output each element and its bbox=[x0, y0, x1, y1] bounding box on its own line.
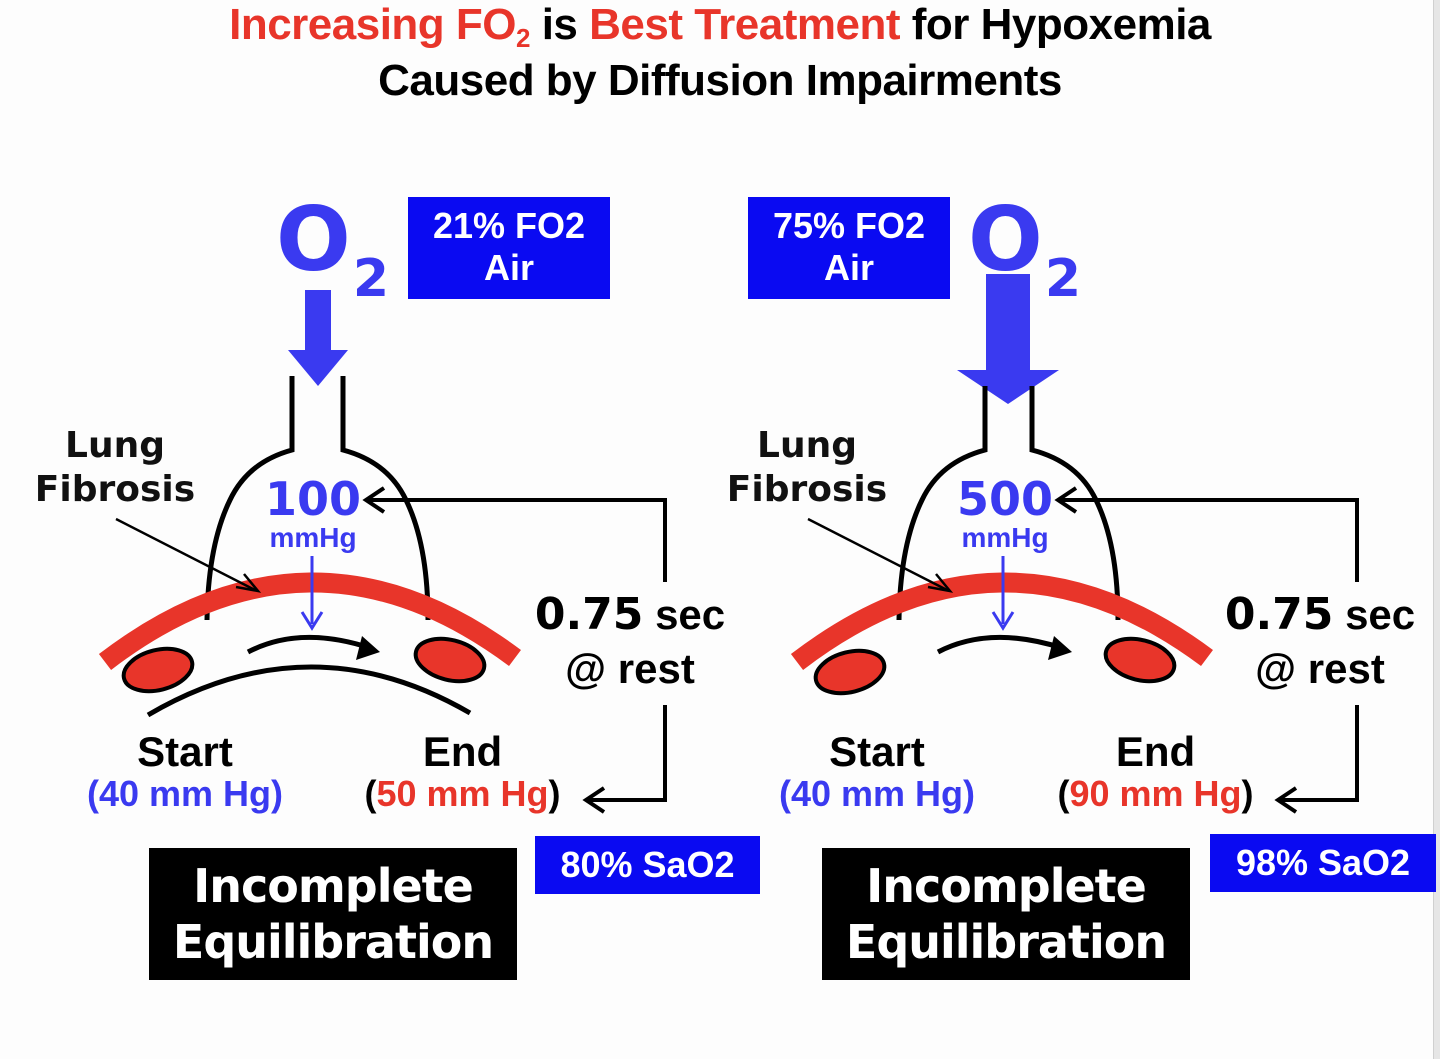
o2-arrow-icon-right bbox=[957, 274, 1059, 404]
transit-time-right: 0.75 sec @ rest bbox=[1224, 589, 1416, 692]
title-for-hypoxemia: for Hypoxemia bbox=[900, 0, 1212, 49]
lung-fibrosis-label-right: Lung Fibrosis bbox=[726, 425, 888, 510]
fo2-box-right: 75% FO2 Air bbox=[748, 197, 950, 299]
red-blood-cell-start-left bbox=[121, 646, 195, 694]
red-blood-cell-end-right bbox=[1103, 636, 1177, 684]
title-is: is bbox=[529, 0, 590, 49]
red-blood-cell-start-right bbox=[813, 648, 887, 696]
lung-fibrosis-label-left: Lung Fibrosis bbox=[34, 425, 196, 510]
end-pressure: 50 mm Hg bbox=[376, 773, 549, 814]
o2-arrow-icon-left bbox=[288, 290, 348, 386]
title-line-2: Caused by Diffusion Impairments bbox=[378, 56, 1062, 105]
fo2-value: 21% FO2 bbox=[432, 205, 586, 246]
start-pressure: (40 mm Hg) bbox=[86, 773, 284, 814]
right-panel-graphics bbox=[790, 274, 1359, 814]
capillary-wall-left bbox=[146, 664, 472, 718]
o2-label-left: O2 bbox=[276, 188, 389, 309]
alveolar-pressure-right: 500 mmHg bbox=[940, 476, 1070, 554]
alveolar-pressure-value: 500 bbox=[956, 472, 1054, 526]
fo2-box-left: 21% FO2 Air bbox=[408, 197, 610, 299]
timing-bracket-left bbox=[368, 498, 667, 582]
transit-time-left: 0.75 sec @ rest bbox=[534, 589, 726, 692]
alveolar-pressure-unit: mmHg bbox=[269, 522, 357, 553]
incomplete-equilibration-box-left: Incomplete Equilibration bbox=[149, 848, 517, 980]
end-pressure: 90 mm Hg bbox=[1069, 773, 1242, 814]
start-label-left: Start (40 mm Hg) bbox=[70, 730, 300, 814]
sao2-box-left: 80% SaO2 bbox=[535, 836, 760, 894]
timing-bracket-right bbox=[1060, 498, 1359, 582]
alveolar-pressure-value: 100 bbox=[264, 472, 362, 526]
alveolar-pressure-unit: mmHg bbox=[961, 522, 1049, 553]
title-line-1: Increasing FO2 is Best Treatment for Hyp… bbox=[0, 0, 1440, 53]
end-label-left: End (50 mm Hg) bbox=[364, 728, 561, 814]
o2-label-right: O2 bbox=[968, 188, 1081, 309]
start-label-right: Start (40 mm Hg) bbox=[762, 730, 992, 814]
red-blood-cell-end-left bbox=[413, 636, 487, 684]
title-increasing-fo2: Increasing FO bbox=[229, 0, 517, 49]
start-pressure: (40 mm Hg) bbox=[778, 773, 976, 814]
blood-flow-arrow-right bbox=[936, 635, 1063, 655]
end-label-right: End (90 mm Hg) bbox=[1057, 728, 1254, 814]
left-panel-graphics bbox=[98, 290, 667, 814]
alveolar-pressure-left: 100 mmHg bbox=[248, 476, 378, 554]
fo2-air: Air bbox=[483, 247, 534, 288]
sao2-box-right: 98% SaO2 bbox=[1210, 834, 1436, 892]
fo2-value: 75% FO2 bbox=[772, 205, 926, 246]
title-best-treatment: Best Treatment bbox=[589, 0, 901, 49]
incomplete-equilibration-box-right: Incomplete Equilibration bbox=[822, 848, 1190, 980]
alveolus-outline-right bbox=[896, 386, 988, 621]
scrollbar[interactable] bbox=[1433, 0, 1440, 1059]
blood-flow-arrow-left bbox=[246, 635, 371, 655]
alveolus-outline-left bbox=[204, 376, 295, 621]
title-subscript: 2 bbox=[516, 23, 530, 53]
fibrotic-membrane-left bbox=[98, 572, 521, 670]
fo2-air: Air bbox=[823, 247, 874, 288]
